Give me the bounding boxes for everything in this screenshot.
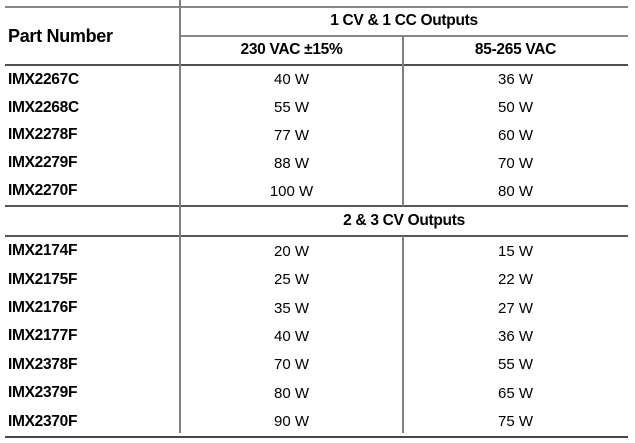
power-85-265vac-cell: 36 W: [497, 71, 533, 89]
table-row: IMX2379F 80 W 65 W: [5, 379, 628, 407]
header-sub-rule: [180, 35, 628, 37]
column-header-85-265vac: 85-265 VAC: [474, 41, 557, 58]
power-230vac-cell: 88 W: [273, 154, 309, 172]
power-230vac-cell: 35 W: [273, 299, 309, 317]
part-number-cell: IMX2268C: [8, 98, 79, 116]
part-number-cell: IMX2278F: [8, 126, 78, 144]
table-row: IMX2177F 40 W 36 W: [5, 322, 628, 350]
table-row: IMX2175F 25 W 22 W: [5, 265, 628, 293]
power-230vac-cell: 40 W: [273, 71, 309, 89]
table-row: IMX2267C 40 W 36 W: [5, 66, 628, 94]
section2-top-rule: [5, 205, 628, 207]
part-number-cell: IMX2175F: [8, 270, 78, 288]
part-number-column-header: Part Number: [8, 25, 113, 46]
power-85-265vac-cell: 70 W: [497, 154, 533, 172]
table-top-rule: [5, 6, 628, 8]
power-230vac-cell: 100 W: [269, 182, 314, 200]
section2-rows: IMX2174F 20 W 15 W IMX2175F 25 W 22 W IM…: [5, 237, 628, 436]
part-number-cell: IMX2270F: [8, 182, 78, 200]
part-number-cell: IMX2177F: [8, 327, 78, 345]
part-number-cell: IMX2379F: [8, 384, 78, 402]
power-85-265vac-cell: 36 W: [497, 327, 533, 345]
part-number-cell: IMX2378F: [8, 355, 78, 373]
table-row: IMX2174F 20 W 15 W: [5, 237, 628, 265]
column-divider-1: [179, 0, 181, 433]
part-number-cell: IMX2267C: [8, 70, 79, 88]
part-number-cell: IMX2279F: [8, 154, 78, 172]
power-85-265vac-cell: 60 W: [497, 126, 533, 144]
section2-title: 2 & 3 CV Outputs: [343, 211, 465, 229]
section1-title: 1 CV & 1 CC Outputs: [330, 12, 478, 29]
header-bottom-rule: [5, 64, 628, 66]
power-230vac-cell: 70 W: [273, 356, 309, 374]
part-number-cell: IMX2174F: [8, 242, 78, 260]
table-row: IMX2279F 88 W 70 W: [5, 149, 628, 177]
power-85-265vac-cell: 15 W: [497, 242, 533, 260]
section1-rows: IMX2267C 40 W 36 W IMX2268C 55 W 50 W IM…: [5, 66, 628, 205]
column-header-230vac: 230 VAC ±15%: [240, 41, 343, 58]
table-row: IMX2176F 35 W 27 W: [5, 294, 628, 322]
power-85-265vac-cell: 65 W: [497, 384, 533, 402]
power-230vac-cell: 25 W: [273, 271, 309, 289]
column-divider-2-lower: [402, 236, 404, 433]
power-230vac-cell: 90 W: [273, 413, 309, 431]
power-85-265vac-cell: 55 W: [497, 356, 533, 374]
table-bottom-rule: [5, 436, 628, 438]
table-row: IMX2278F 77 W 60 W: [5, 122, 628, 150]
power-230vac-cell: 55 W: [273, 99, 309, 117]
table-row: IMX2370F 90 W 75 W: [5, 408, 628, 436]
power-230vac-cell: 80 W: [273, 384, 309, 402]
power-85-265vac-cell: 75 W: [497, 413, 533, 431]
part-number-cell: IMX2176F: [8, 299, 78, 317]
part-number-cell: IMX2370F: [8, 412, 78, 430]
table-row: IMX2270F 100 W 80 W: [5, 177, 628, 205]
section2-title-bottom-rule: [5, 235, 628, 237]
power-230vac-cell: 40 W: [273, 327, 309, 345]
table-row: IMX2378F 70 W 55 W: [5, 351, 628, 379]
power-85-265vac-cell: 50 W: [497, 99, 533, 117]
table-row: IMX2268C 55 W 50 W: [5, 94, 628, 122]
column-divider-2-upper: [402, 36, 404, 206]
power-85-265vac-cell: 22 W: [497, 271, 533, 289]
power-230vac-cell: 77 W: [273, 126, 309, 144]
power-230vac-cell: 20 W: [273, 242, 309, 260]
power-85-265vac-cell: 27 W: [497, 299, 533, 317]
power-85-265vac-cell: 80 W: [497, 182, 533, 200]
